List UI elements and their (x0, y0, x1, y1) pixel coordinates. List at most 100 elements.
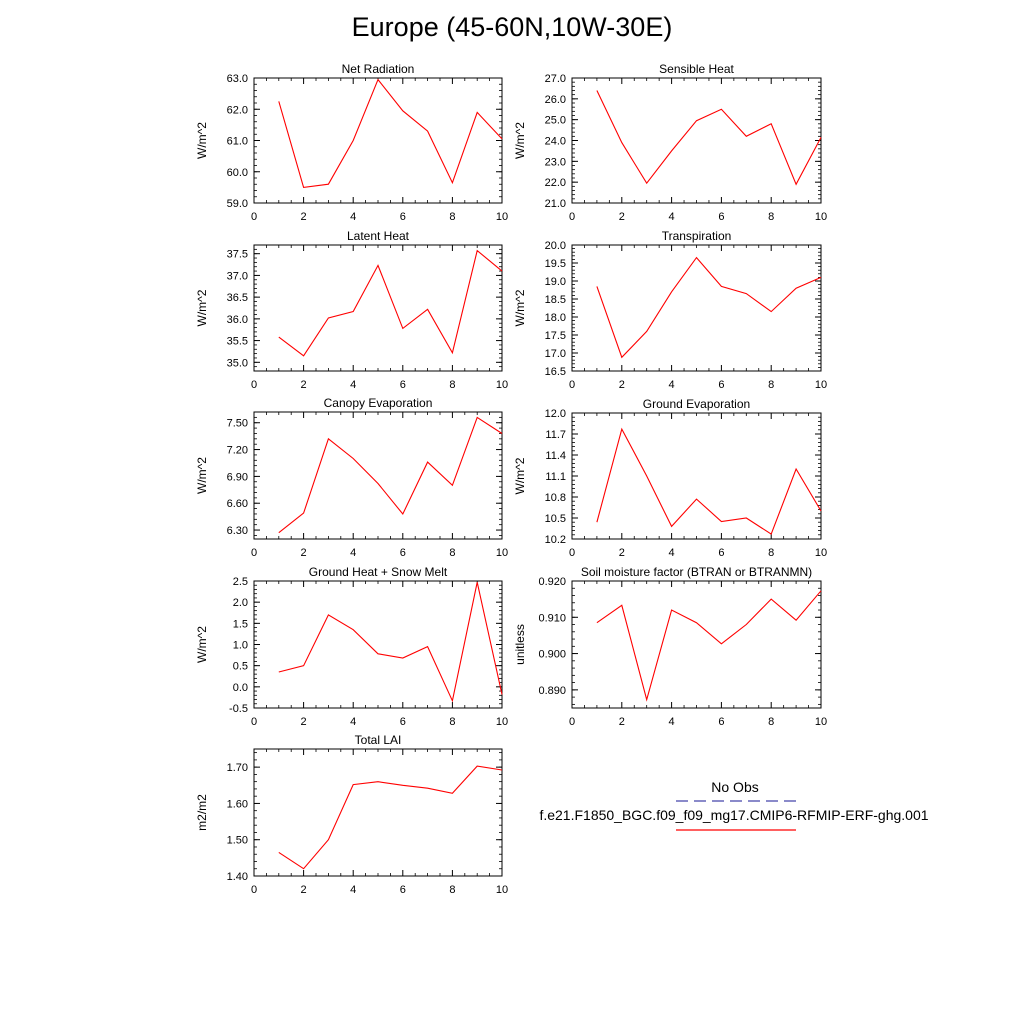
series-line-1 (596, 427, 822, 535)
x-tick-label: 4 (669, 547, 675, 559)
series-line-1 (278, 416, 503, 534)
y-tick-label: 1.40 (227, 871, 248, 883)
y-tick-label: 17.0 (545, 348, 566, 360)
y-tick-label: 2.0 (233, 597, 248, 609)
plot-frame (253, 77, 503, 204)
plot-frame (253, 411, 503, 540)
y-tick-label: 22.0 (545, 177, 566, 189)
y-tick-label: 24.0 (545, 136, 566, 148)
y-tick-label: 59.0 (227, 198, 248, 210)
x-tick-label: 8 (768, 211, 774, 223)
y-axis-label: W/m^2 (513, 289, 527, 326)
x-tick-label: 10 (815, 716, 827, 728)
plot-frame (571, 580, 822, 709)
y-tick-label: 16.5 (545, 366, 566, 378)
y-tick-label: 0.920 (538, 576, 566, 588)
legend-run-label: f.e21.F1850_BGC.f09_f09_mg17.CMIP6-RFMIP… (539, 807, 929, 823)
panel-1: 0 2 4 6 8 10 59.0 60.0 61.0 62.0 63.0 Net Radiation… (195, 62, 508, 223)
x-tick-label: 4 (350, 379, 356, 391)
y-axis-label: unitless (513, 624, 527, 665)
x-tick-label: 4 (350, 211, 356, 223)
panel-title: Transpiration (662, 229, 732, 243)
y-axis-label: m2/m2 (195, 794, 209, 831)
y-axis-label: W/m^2 (513, 457, 527, 494)
x-tick-label: 8 (449, 884, 455, 896)
x-tick-label: 0 (569, 379, 575, 391)
y-axis-label: W/m^2 (195, 457, 209, 494)
y-tick-label: 19.0 (545, 276, 566, 288)
series-line-1 (278, 78, 503, 189)
x-tick-label: 4 (669, 379, 675, 391)
y-tick-label: 11.7 (545, 429, 566, 441)
panel-9: 0 2 4 6 8 10 1.40 1.50 1.60 1.70 Total LAI m2/m2 (195, 733, 508, 896)
panel-title: Soil moisture factor (BTRAN or BTRANMN) (581, 565, 812, 579)
x-tick-label: 8 (449, 716, 455, 728)
y-tick-label: 26.0 (545, 94, 566, 106)
x-tick-label: 6 (718, 716, 724, 728)
y-tick-label: 7.50 (227, 418, 248, 430)
y-axis-label: W/m^2 (195, 626, 209, 663)
series-line-1 (278, 765, 503, 870)
x-tick-label: 0 (569, 211, 575, 223)
y-tick-label: 23.0 (545, 156, 566, 168)
x-tick-label: 0 (251, 547, 257, 559)
panel-3: 0 2 4 6 8 10 35.0 35.5 36.0 36.5 37.0 37.5 Latent He… (195, 229, 508, 391)
panel-8: 0 2 4 6 8 10 0.890 0.900 0.910 0.920 Soil moisture… (513, 565, 827, 728)
y-tick-label: 62.0 (227, 104, 248, 116)
series-line-1 (596, 590, 822, 702)
x-tick-label: 4 (669, 716, 675, 728)
x-tick-label: 10 (815, 379, 827, 391)
legend (676, 800, 796, 831)
y-tick-label: 35.5 (227, 336, 248, 348)
x-tick-label: 8 (768, 547, 774, 559)
y-tick-label: 0.900 (538, 649, 566, 661)
x-tick-label: 10 (815, 211, 827, 223)
plot-frame (571, 244, 822, 372)
x-tick-label: 8 (449, 547, 455, 559)
y-tick-label: 1.50 (227, 835, 248, 847)
y-tick-label: 20.0 (545, 240, 566, 252)
y-tick-label: 11.1 (545, 471, 566, 483)
y-axis-label: W/m^2 (513, 122, 527, 159)
y-tick-label: 36.0 (227, 314, 248, 326)
page-title: Europe (45-60N,10W-30E) (351, 12, 673, 42)
y-tick-label: 18.5 (545, 294, 566, 306)
x-tick-label: 4 (669, 211, 675, 223)
x-tick-label: 6 (400, 884, 406, 896)
y-tick-label: 18.0 (545, 312, 566, 324)
series-line-1 (278, 249, 503, 357)
x-tick-label: 0 (251, 379, 257, 391)
y-tick-label: 63.0 (227, 73, 248, 85)
x-tick-label: 4 (350, 884, 356, 896)
y-tick-label: 36.5 (227, 292, 248, 304)
panel-7: 0 2 4 6 8 10 -0.5 0.0 0.5 1.0 1.5 2.0 2.5 Ground Heat… (195, 565, 508, 728)
y-tick-label: 10.5 (545, 513, 566, 525)
panel-6: 0 2 4 6 8 10 10.2 10.5 10.8 11.1 11.4 11.7 12.0 Groun… (513, 397, 827, 559)
y-tick-label: 6.30 (227, 525, 248, 537)
y-tick-label: 1.5 (233, 618, 248, 630)
x-tick-label: 2 (301, 211, 307, 223)
legend-no-obs-label: No Obs (711, 779, 759, 795)
y-tick-label: 10.8 (545, 492, 566, 504)
y-axis-label: W/m^2 (195, 122, 209, 159)
y-axis-label: W/m^2 (195, 289, 209, 326)
panel-2: 0 2 4 6 8 10 21.0 22.0 23.0 24.0 25.0 26.0 27.0 Sensi… (513, 62, 827, 223)
y-tick-label: 1.0 (233, 640, 248, 652)
panel-title: Net Radiation (342, 62, 415, 76)
y-tick-label: 1.70 (227, 762, 248, 774)
x-tick-label: 6 (718, 547, 724, 559)
plot-frame (253, 580, 503, 709)
y-tick-label: 21.0 (545, 198, 566, 210)
y-tick-label: 6.60 (227, 498, 248, 510)
x-tick-label: 2 (619, 547, 625, 559)
x-tick-label: 6 (400, 547, 406, 559)
x-tick-label: 6 (718, 211, 724, 223)
y-tick-label: 1.60 (227, 798, 248, 810)
y-tick-label: 27.0 (545, 73, 566, 85)
x-tick-label: 2 (301, 716, 307, 728)
panel-title: Ground Heat + Snow Melt (309, 565, 448, 579)
x-tick-label: 6 (400, 716, 406, 728)
x-tick-label: 2 (301, 547, 307, 559)
x-tick-label: 10 (496, 884, 508, 896)
panel-title: Latent Heat (347, 229, 410, 243)
